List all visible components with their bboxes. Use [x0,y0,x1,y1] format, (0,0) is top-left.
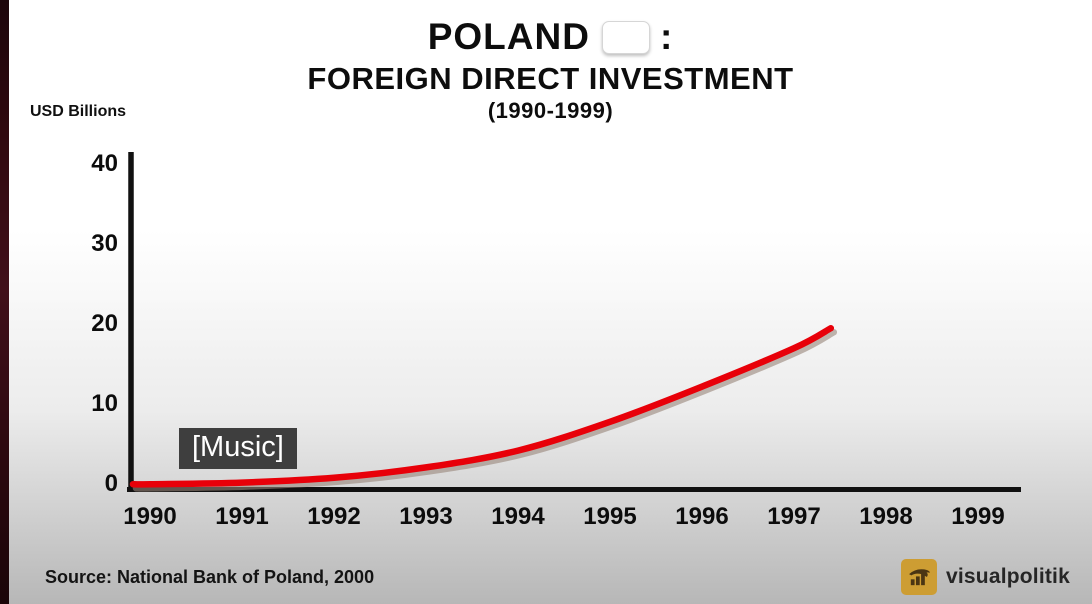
video-caption: [Music] [179,428,297,469]
x-tick-label: 1991 [215,503,269,530]
x-tick-label: 1994 [491,503,545,530]
x-tick-label: 1992 [307,503,361,530]
channel-brand: visualpolitik [901,559,1070,595]
x-tick-label: 1995 [583,503,637,530]
x-tick-label: 1993 [399,503,453,530]
fdi-line-series [129,324,835,488]
y-tick-label: 30 [91,230,118,257]
title-line-country: POLAND: [9,16,1092,59]
y-tick-label: 10 [91,390,118,417]
fdi-line-shadow [132,328,838,492]
visualpolitik-eagle-icon [901,559,937,595]
title-subtitle: FOREIGN DIRECT INVESTMENT [307,60,794,96]
x-tick-label: 1996 [675,503,729,530]
source-attribution: Source: National Bank of Poland, 2000 [45,567,375,587]
title-colon: : [659,16,674,57]
x-tick-label: 1999 [951,503,1005,530]
channel-brand-name: visualpolitik [946,565,1070,588]
x-tick-label: 1998 [859,503,913,530]
y-axis-unit-label: USD Billions [30,103,127,120]
video-edge-strip [0,0,9,604]
title-period: (1990-1999) [487,97,614,123]
y-tick-label: 40 [91,150,118,177]
poland-flag-icon [601,21,650,54]
title-country: POLAND [427,16,590,57]
chart-heading: POLAND: FOREIGN DIRECT INVESTMENT (1990-… [9,16,1092,124]
x-tick-label: 1990 [123,503,177,530]
y-tick-label: 0 [104,470,118,497]
x-tick-label: 1997 [767,503,821,530]
y-tick-label: 20 [91,310,118,337]
